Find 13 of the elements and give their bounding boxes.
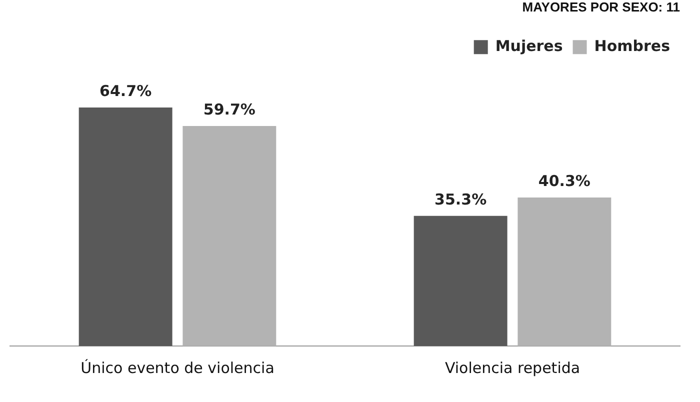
- data-label: 40.3%: [538, 172, 590, 190]
- bar: [182, 126, 276, 346]
- bar: [78, 108, 172, 346]
- legend-label: Mujeres: [495, 36, 563, 55]
- data-label: 59.7%: [203, 100, 256, 118]
- x-tick-label: Único evento de violencia: [80, 358, 274, 377]
- data-label: 35.3%: [434, 190, 487, 208]
- data-label: 64.7%: [100, 82, 152, 100]
- bar: [518, 197, 612, 346]
- chart-title: MAYORES POR SEXO: 11: [522, 0, 680, 14]
- bar: [414, 216, 508, 346]
- legend-label: Hombres: [594, 36, 670, 55]
- x-tick-label: Violencia repetida: [444, 358, 580, 377]
